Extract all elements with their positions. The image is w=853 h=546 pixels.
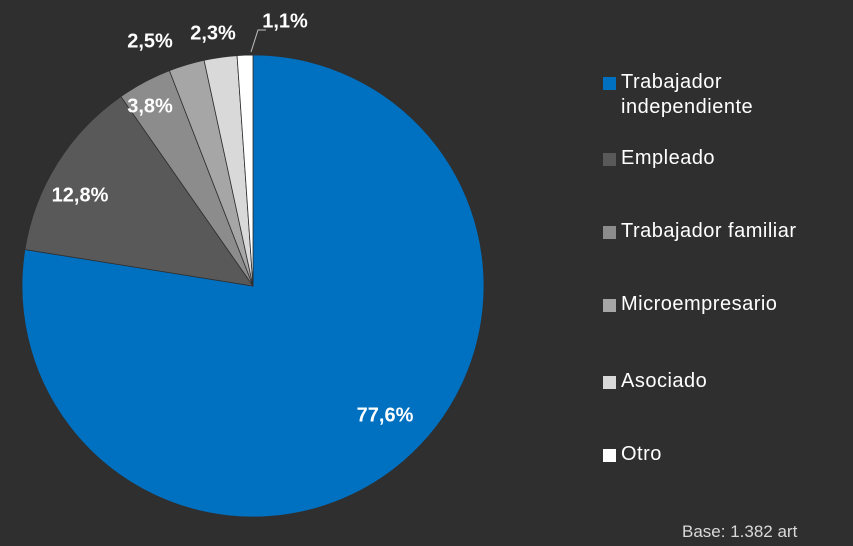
data-label: 77,6%	[357, 404, 414, 426]
data-label: 1,1%	[262, 10, 308, 32]
legend-item: Empleado	[603, 146, 853, 171]
legend-label: Empleado	[621, 147, 716, 169]
legend-item: Trabajador familiar	[603, 219, 853, 244]
pie-slice	[24, 95, 254, 287]
legend-swatch	[603, 153, 616, 166]
data-label: 3,8%	[127, 95, 173, 117]
legend-label: Trabajador independiente	[621, 71, 754, 118]
legend-swatch	[603, 226, 616, 239]
data-label: 12,8%	[52, 184, 109, 206]
legend-label: Otro	[621, 443, 662, 465]
legend-swatch	[603, 376, 616, 389]
leader-line	[250, 29, 266, 53]
legend-item: Microempresario	[603, 292, 853, 317]
data-label: 2,3%	[190, 22, 236, 44]
legend-label: Microempresario	[621, 293, 778, 315]
legend-swatch	[603, 77, 616, 90]
legend-swatch	[603, 299, 616, 312]
legend-label: Trabajador familiar	[621, 220, 797, 242]
legend-item: Asociado	[603, 369, 853, 394]
legend-swatch	[603, 449, 616, 462]
pie-slice	[236, 54, 254, 287]
legend-item: Otro	[603, 442, 853, 467]
pie-slice	[21, 54, 485, 518]
footnote: Base: 1.382 art	[682, 522, 798, 541]
data-label: 2,5%	[127, 30, 173, 52]
legend-item: Trabajador independiente	[603, 70, 853, 120]
legend-label: Asociado	[621, 370, 708, 392]
